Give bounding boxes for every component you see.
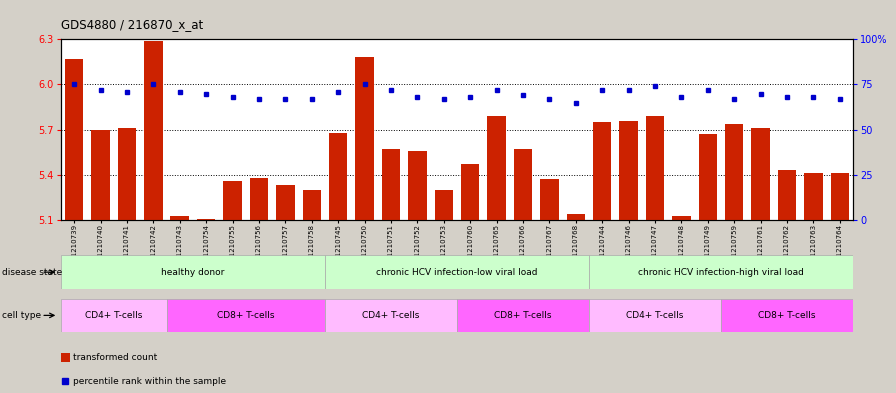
Text: chronic HCV infection-high viral load: chronic HCV infection-high viral load bbox=[638, 268, 804, 277]
Bar bbox=[117, 128, 136, 220]
Bar bbox=[619, 121, 638, 220]
Text: transformed count: transformed count bbox=[73, 353, 157, 362]
Bar bbox=[276, 185, 295, 220]
Bar bbox=[566, 214, 585, 220]
Bar bbox=[672, 215, 691, 220]
Text: cell type: cell type bbox=[2, 311, 41, 320]
Bar bbox=[752, 128, 770, 220]
Text: GDS4880 / 216870_x_at: GDS4880 / 216870_x_at bbox=[61, 18, 203, 31]
Bar bbox=[721, 299, 853, 332]
Bar bbox=[699, 134, 717, 220]
Bar bbox=[197, 219, 215, 220]
Bar bbox=[91, 130, 110, 220]
Bar bbox=[325, 255, 589, 289]
Bar bbox=[61, 255, 325, 289]
Bar bbox=[250, 178, 268, 220]
Bar bbox=[589, 299, 721, 332]
Text: healthy donor: healthy donor bbox=[161, 268, 225, 277]
Bar bbox=[167, 299, 325, 332]
Bar bbox=[144, 41, 162, 220]
Text: CD4+ T-cells: CD4+ T-cells bbox=[362, 311, 419, 320]
Bar bbox=[646, 116, 664, 220]
Bar bbox=[831, 173, 849, 220]
Bar bbox=[487, 116, 506, 220]
Text: CD4+ T-cells: CD4+ T-cells bbox=[626, 311, 684, 320]
Text: CD8+ T-cells: CD8+ T-cells bbox=[217, 311, 274, 320]
Bar bbox=[325, 299, 457, 332]
Bar bbox=[513, 149, 532, 220]
Bar bbox=[65, 59, 83, 220]
Bar bbox=[435, 190, 453, 220]
Bar bbox=[170, 215, 189, 220]
Bar bbox=[61, 299, 167, 332]
Bar bbox=[589, 255, 853, 289]
Bar bbox=[329, 133, 348, 220]
Bar bbox=[804, 173, 823, 220]
Text: CD8+ T-cells: CD8+ T-cells bbox=[495, 311, 552, 320]
Bar bbox=[408, 151, 426, 220]
Bar bbox=[382, 149, 401, 220]
Bar bbox=[303, 190, 321, 220]
Text: disease state: disease state bbox=[2, 268, 62, 277]
Bar bbox=[223, 181, 242, 220]
Text: CD4+ T-cells: CD4+ T-cells bbox=[85, 311, 142, 320]
Bar bbox=[457, 299, 589, 332]
Text: percentile rank within the sample: percentile rank within the sample bbox=[73, 377, 226, 386]
Bar bbox=[540, 179, 558, 220]
Bar bbox=[725, 124, 744, 220]
Text: chronic HCV infection-low viral load: chronic HCV infection-low viral load bbox=[376, 268, 538, 277]
Text: CD8+ T-cells: CD8+ T-cells bbox=[758, 311, 815, 320]
Bar bbox=[593, 122, 611, 220]
Bar bbox=[461, 164, 479, 220]
Bar bbox=[356, 57, 374, 220]
Bar bbox=[778, 171, 797, 220]
